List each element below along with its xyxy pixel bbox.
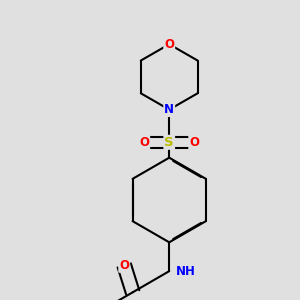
Text: O: O <box>164 38 174 51</box>
Text: N: N <box>164 103 174 116</box>
Text: S: S <box>164 136 174 149</box>
Text: NH: NH <box>176 265 196 278</box>
Text: O: O <box>189 136 199 149</box>
Text: O: O <box>139 136 149 149</box>
Text: O: O <box>119 259 129 272</box>
